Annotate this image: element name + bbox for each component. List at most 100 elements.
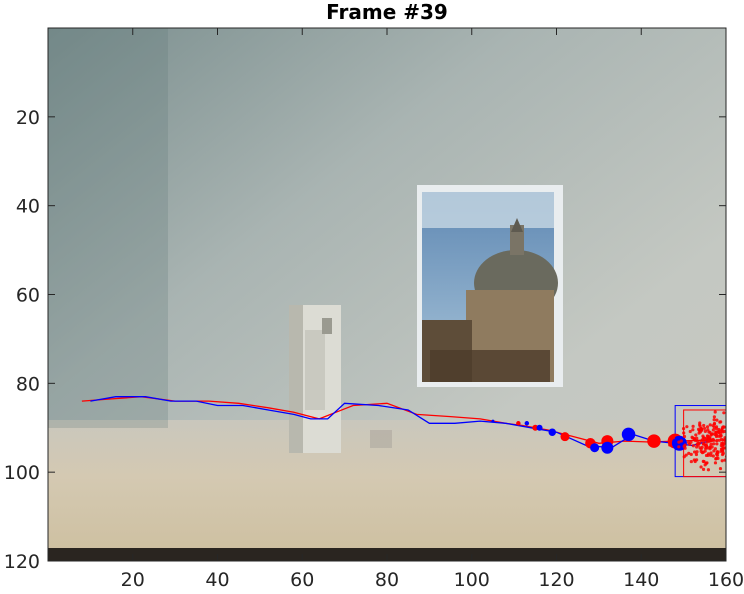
particle xyxy=(726,429,729,432)
particle xyxy=(702,439,706,443)
particle xyxy=(733,443,736,446)
particle xyxy=(736,434,739,437)
particle xyxy=(699,439,703,443)
particle xyxy=(703,429,707,433)
particle xyxy=(677,440,681,444)
track-point xyxy=(532,424,539,431)
particle xyxy=(677,445,681,449)
particle xyxy=(724,455,726,459)
particle xyxy=(738,442,741,445)
particle xyxy=(692,458,696,462)
particle xyxy=(713,410,717,414)
particle xyxy=(732,440,735,443)
track-point xyxy=(590,443,600,453)
particle xyxy=(702,426,707,431)
particle xyxy=(691,424,695,428)
particle xyxy=(694,458,699,462)
particle xyxy=(715,453,720,457)
x-tick-label: 160 xyxy=(708,569,744,591)
particle xyxy=(685,425,689,429)
particle xyxy=(682,455,686,459)
particle xyxy=(730,420,733,423)
particle xyxy=(729,440,732,443)
particle xyxy=(721,446,725,450)
particle xyxy=(736,423,739,426)
particle xyxy=(731,445,734,448)
y-tick-label: 100 xyxy=(4,462,40,484)
particle xyxy=(731,428,734,431)
white-box-object xyxy=(289,305,341,453)
particle xyxy=(729,466,732,469)
particle xyxy=(711,432,715,436)
particle xyxy=(718,466,723,471)
particle xyxy=(709,451,713,455)
particle xyxy=(729,450,732,453)
particle xyxy=(720,459,724,463)
particle xyxy=(689,459,693,464)
particle xyxy=(737,441,740,444)
particle xyxy=(736,445,739,448)
particle xyxy=(698,421,702,425)
track-point xyxy=(536,424,543,431)
particle xyxy=(719,449,723,453)
particle xyxy=(727,440,730,443)
particle xyxy=(694,452,699,457)
particle xyxy=(706,452,711,456)
particle xyxy=(731,439,734,442)
particle xyxy=(720,452,725,457)
track-point xyxy=(601,441,614,454)
particle xyxy=(740,444,743,447)
particle xyxy=(730,458,733,461)
particle xyxy=(728,436,731,439)
x-tick-label: 80 xyxy=(375,569,399,591)
track-line-0 xyxy=(81,396,718,444)
particle xyxy=(706,428,710,432)
particle xyxy=(727,436,730,439)
particle xyxy=(700,428,704,432)
x-tick-label: 40 xyxy=(205,569,229,591)
particle xyxy=(713,461,718,465)
particle xyxy=(694,433,698,437)
particle xyxy=(709,453,713,457)
camera-frame-image xyxy=(48,28,726,561)
particle xyxy=(733,446,736,449)
particle xyxy=(709,442,713,446)
particle xyxy=(723,440,726,444)
particle xyxy=(703,463,707,467)
particle xyxy=(728,446,731,449)
particle xyxy=(716,430,721,434)
particle xyxy=(701,459,705,463)
track-point xyxy=(647,434,661,448)
particle xyxy=(706,434,710,438)
particle xyxy=(714,432,718,436)
particle xyxy=(696,441,701,445)
particle xyxy=(682,431,686,435)
particle xyxy=(689,452,693,456)
particle xyxy=(703,443,708,448)
particle xyxy=(717,438,722,442)
particle xyxy=(702,423,706,428)
particle xyxy=(668,443,672,447)
particle xyxy=(679,439,683,443)
particle xyxy=(731,440,734,443)
particle xyxy=(693,438,697,443)
particle xyxy=(733,436,736,439)
particle xyxy=(723,458,726,462)
particle xyxy=(718,420,722,424)
track-point xyxy=(560,432,570,442)
particle xyxy=(730,425,733,428)
particle xyxy=(730,430,733,433)
track-point xyxy=(621,427,636,442)
particle xyxy=(690,435,694,439)
particle xyxy=(732,423,735,426)
particle xyxy=(727,432,730,435)
particle xyxy=(707,437,711,441)
particle xyxy=(712,415,716,419)
particle xyxy=(695,445,699,449)
x-tick-label: 120 xyxy=(538,569,574,591)
particle xyxy=(738,446,741,449)
particle xyxy=(712,422,716,426)
particle xyxy=(732,433,735,436)
particle xyxy=(688,429,692,434)
particle xyxy=(708,423,712,427)
